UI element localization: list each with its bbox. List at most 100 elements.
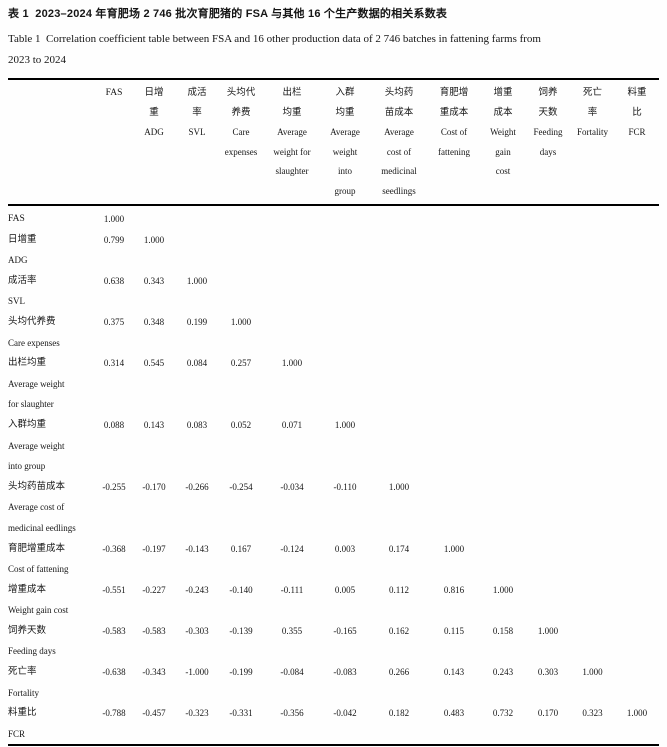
correlation-value: 1.000 bbox=[143, 234, 165, 245]
correlation-value: 1.000 bbox=[230, 316, 252, 327]
row-label-zh: 日增重 bbox=[8, 234, 37, 245]
correlation-value: -0.042 bbox=[333, 708, 357, 719]
row-label-zh: 头均药苗成本 bbox=[8, 481, 66, 492]
correlation-value: 0.003 bbox=[334, 543, 356, 554]
table-row: 料重比 FCR -0.788 -0.457 -0.323 -0.331 -0.356 -0.0… bbox=[8, 703, 659, 745]
correlation-value bbox=[370, 415, 428, 477]
correlation-value: 0.162 bbox=[388, 625, 410, 636]
correlation-value bbox=[526, 539, 570, 580]
correlation-value bbox=[218, 205, 264, 230]
correlation-value bbox=[132, 205, 176, 230]
correlation-value bbox=[370, 353, 428, 415]
row-label-en: Cost of fattening bbox=[8, 564, 69, 575]
header-row: FAS 日增 重 ADG 成活 率 SVL 头均代 养费 Care expenses 出栏 均… bbox=[8, 79, 659, 205]
column-header: 育肥增 重成本 Cost of fattening bbox=[428, 79, 480, 205]
correlation-value bbox=[615, 230, 659, 271]
correlation-value bbox=[370, 230, 428, 271]
correlation-value bbox=[370, 312, 428, 353]
column-header: 增重 成本 Weight gain cost bbox=[480, 79, 526, 205]
correlation-value: -0.170 bbox=[142, 481, 166, 492]
column-header-zh: 死亡 率 bbox=[582, 88, 602, 118]
correlation-value: 0.355 bbox=[281, 625, 303, 636]
column-header-zh: 饲养 天数 bbox=[538, 88, 558, 118]
correlation-value bbox=[264, 271, 320, 312]
correlation-value bbox=[615, 477, 659, 539]
correlation-value: -0.084 bbox=[280, 667, 304, 678]
correlation-value bbox=[370, 205, 428, 230]
row-label-zh: 饲养天数 bbox=[8, 625, 47, 636]
correlation-value bbox=[218, 230, 264, 271]
correlation-value: -0.034 bbox=[280, 481, 304, 492]
column-header-en: Cost of fattening bbox=[438, 127, 470, 157]
correlation-value: 0.052 bbox=[230, 419, 252, 430]
column-header-en: Fortality bbox=[577, 127, 608, 137]
correlation-value: 0.799 bbox=[103, 234, 125, 245]
row-label: 日增重 ADG bbox=[8, 230, 96, 271]
correlation-value: -0.140 bbox=[229, 584, 253, 595]
correlation-value: 1.000 bbox=[281, 358, 303, 369]
table-row: 育肥增重成本 Cost of fattening -0.368 -0.197 -0.14… bbox=[8, 539, 659, 580]
correlation-value bbox=[570, 580, 615, 621]
column-header: 头均药 苗成本 Average cost of medicinal seedlin… bbox=[370, 79, 428, 205]
correlation-value bbox=[570, 477, 615, 539]
correlation-value: -0.139 bbox=[229, 625, 253, 636]
correlation-value bbox=[428, 271, 480, 312]
correlation-value: -0.303 bbox=[185, 625, 209, 636]
correlation-value: -0.343 bbox=[142, 667, 166, 678]
column-header: 饲养 天数 Feeding days bbox=[526, 79, 570, 205]
correlation-value bbox=[480, 477, 526, 539]
correlation-value bbox=[320, 271, 370, 312]
correlation-value bbox=[570, 205, 615, 230]
row-label: 成活率 SVL bbox=[8, 271, 96, 312]
correlation-value: -0.227 bbox=[142, 584, 166, 595]
correlation-value: -0.323 bbox=[185, 708, 209, 719]
row-label-en: ADG bbox=[8, 255, 28, 266]
row-label-column-header bbox=[8, 79, 96, 205]
table-row: 出栏均重 Average weight for slaughter 0.314 0.5… bbox=[8, 353, 659, 415]
correlation-value: 1.000 bbox=[103, 214, 125, 224]
correlation-value bbox=[264, 312, 320, 353]
correlation-value bbox=[615, 580, 659, 621]
table-caption-en: Table 1 Correlation coefficient table be… bbox=[8, 33, 541, 66]
row-label: 饲养天数 Feeding days bbox=[8, 621, 96, 662]
correlation-value: 0.257 bbox=[230, 358, 252, 369]
correlation-value: -0.111 bbox=[280, 584, 304, 595]
correlation-value: -0.788 bbox=[102, 708, 126, 719]
correlation-value bbox=[428, 415, 480, 477]
correlation-value: 0.112 bbox=[389, 584, 409, 595]
row-label-zh: 入群均重 bbox=[8, 419, 47, 430]
correlation-value: 1.000 bbox=[537, 625, 559, 636]
correlation-value: -0.583 bbox=[142, 625, 166, 636]
table-row: 日增重 ADG 0.799 1.000 bbox=[8, 230, 659, 271]
row-label: 料重比 FCR bbox=[8, 703, 96, 745]
column-header-zh: 出栏 均重 bbox=[282, 88, 302, 118]
correlation-value: 0.323 bbox=[582, 708, 603, 719]
correlation-value bbox=[526, 477, 570, 539]
row-label: FAS bbox=[8, 205, 96, 230]
row-label: 死亡率 Fortality bbox=[8, 662, 96, 703]
correlation-value bbox=[480, 205, 526, 230]
table-row: 头均药苗成本 Average cost of medicinal eedlings… bbox=[8, 477, 659, 539]
correlation-value: 0.243 bbox=[492, 667, 514, 678]
row-label-zh: 出栏均重 bbox=[8, 358, 47, 369]
column-header-en: Feeding days bbox=[533, 127, 563, 157]
row-label-en: SVL bbox=[8, 296, 26, 307]
correlation-value: 1.000 bbox=[186, 275, 208, 286]
column-header-en: SVL bbox=[188, 127, 206, 137]
row-label-zh: 增重成本 bbox=[8, 584, 47, 595]
row-label: 出栏均重 Average weight for slaughter bbox=[8, 353, 96, 415]
correlation-value: 0.199 bbox=[186, 316, 208, 327]
correlation-value bbox=[570, 621, 615, 662]
correlation-value: 0.816 bbox=[443, 584, 465, 595]
column-header-en: ADG bbox=[144, 127, 164, 137]
table-row: 死亡率 Fortality -0.638 -0.343 -1.000 -0.199 -0.0… bbox=[8, 662, 659, 703]
correlation-value bbox=[615, 621, 659, 662]
correlation-value bbox=[370, 271, 428, 312]
correlation-value bbox=[264, 230, 320, 271]
table-caption-zh: 表 1 2023–2024 年育肥场 2 746 批次育肥猪的 FSA 与其他 … bbox=[8, 8, 448, 20]
correlation-value: 1.000 bbox=[388, 481, 410, 492]
correlation-value: 0.303 bbox=[537, 667, 559, 678]
correlation-value bbox=[570, 415, 615, 477]
column-header: 死亡 率 Fortality bbox=[570, 79, 615, 205]
row-label-zh: FAS bbox=[8, 214, 25, 224]
